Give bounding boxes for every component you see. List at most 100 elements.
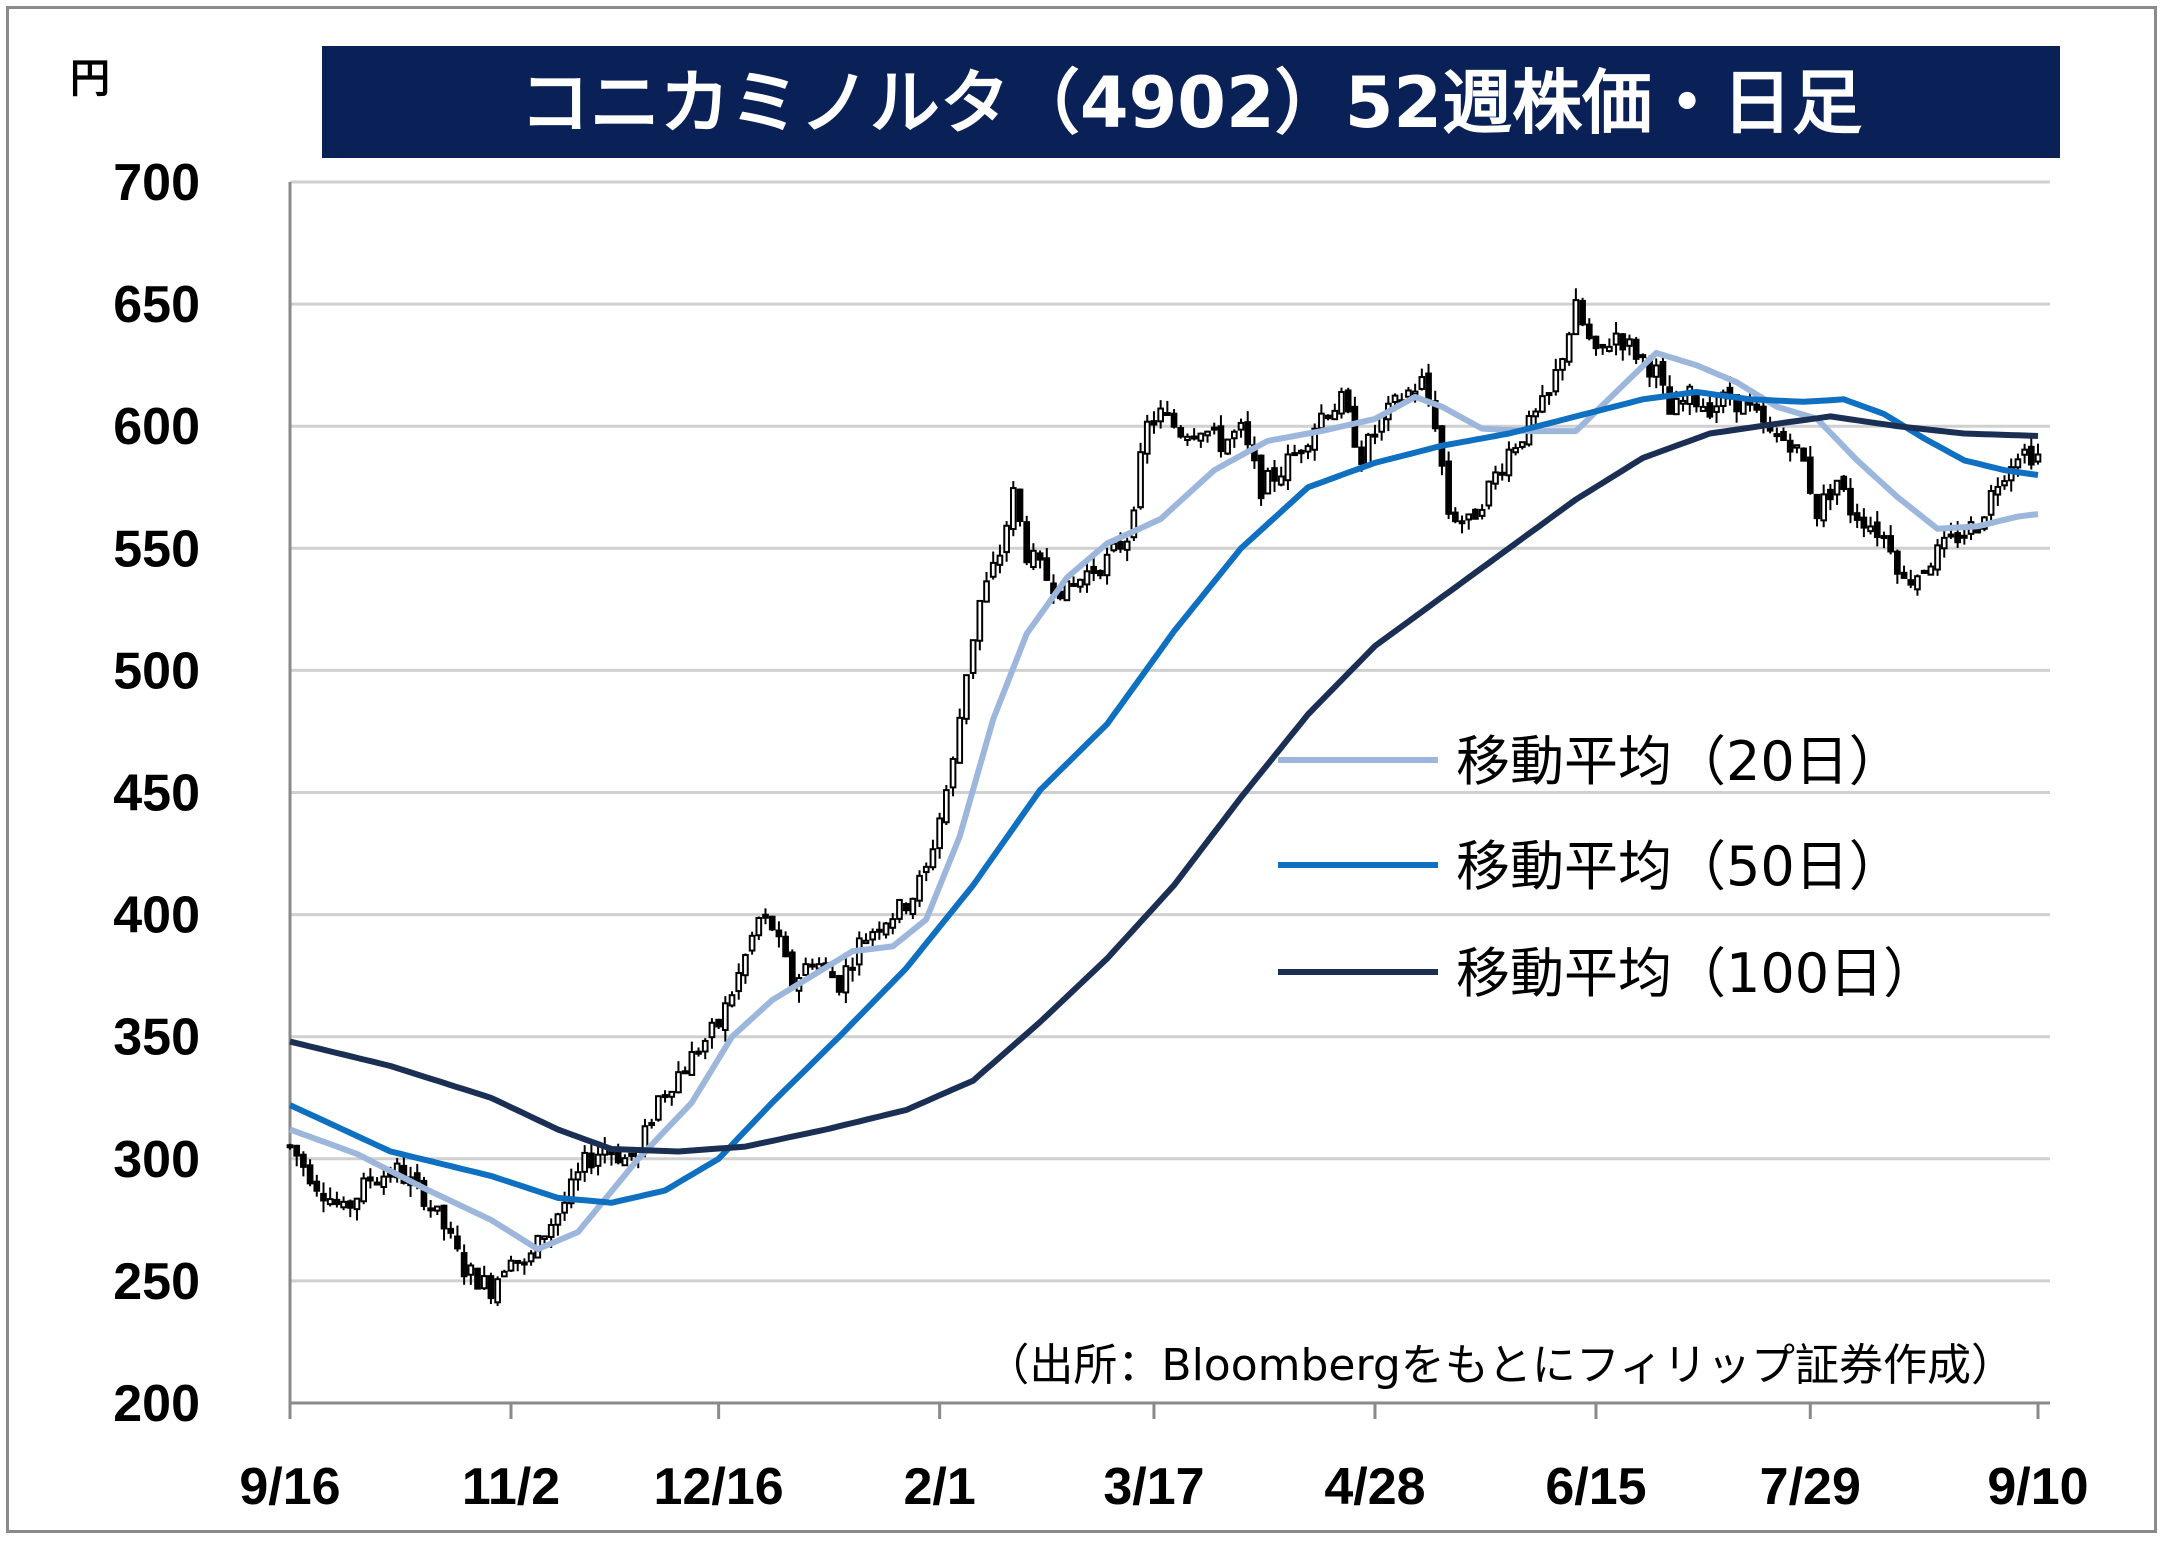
candle-body (802, 963, 810, 977)
candle-body (313, 1180, 321, 1192)
candle-body (547, 1223, 555, 1238)
candle-body (1699, 405, 1707, 413)
candle-body (708, 1021, 716, 1039)
candle-body (1753, 403, 1761, 411)
candle-body (1318, 412, 1325, 430)
candle-body (1806, 456, 1814, 494)
y-tick-label: 400 (113, 887, 200, 945)
candle-body (1619, 333, 1627, 351)
candle-body (1867, 525, 1874, 533)
candle-body (1451, 511, 1459, 523)
candle-body (487, 1275, 495, 1300)
candle-body (1592, 335, 1600, 350)
candle-body (474, 1267, 481, 1290)
x-tick-label: 12/16 (654, 1458, 784, 1516)
candle-body (695, 1050, 702, 1055)
candle-body (889, 918, 897, 929)
legend-label-ma20: 移動平均（20日） (1456, 730, 1903, 793)
x-tick-labels: 9/16 11/2 12/16 2/1 3/17 4/28 6/15 7/29 9/10 (239, 1458, 2088, 1516)
candle-body (1840, 475, 1848, 491)
candle-body (1164, 412, 1171, 417)
candle-body (1559, 358, 1566, 371)
candle-body (286, 1144, 294, 1149)
candle-body (1612, 332, 1620, 346)
candle-body (420, 1179, 428, 1207)
x-tick-label: 3/17 (1103, 1458, 1204, 1516)
candle-body (1599, 343, 1607, 349)
candle-body (454, 1235, 461, 1250)
candle-body (1847, 487, 1854, 516)
candle-body (1585, 323, 1593, 340)
title-bar (322, 46, 2060, 158)
y-unit-label: 円 (70, 56, 110, 102)
candle-body (2001, 480, 2008, 487)
candle-body (869, 931, 877, 941)
candle-body (1076, 578, 1084, 588)
candle-body (373, 1181, 381, 1186)
candle-body (1190, 435, 1198, 440)
candle-body (909, 897, 917, 916)
candle-body (1673, 397, 1680, 416)
x-tick-label: 7/29 (1760, 1458, 1861, 1516)
x-tick-label: 4/28 (1324, 1458, 1425, 1516)
candle-body (1860, 516, 1868, 529)
candle-body (1478, 508, 1486, 517)
candle-body (1204, 430, 1211, 437)
candle-body (574, 1171, 582, 1181)
y-tick-label: 200 (113, 1375, 200, 1433)
candle-body (675, 1071, 682, 1094)
ma-line-50 (288, 389, 2039, 1206)
candle-body (1954, 532, 1961, 544)
candle-body (554, 1213, 562, 1226)
candle-body (1311, 427, 1319, 451)
candle-body (1532, 410, 1540, 418)
candle-body (963, 674, 970, 720)
candle-body (1431, 400, 1439, 430)
candle-body (989, 561, 997, 578)
candle-body (2034, 453, 2042, 463)
candle-body (581, 1151, 589, 1173)
candle-body (1117, 541, 1124, 550)
candle-body (628, 1152, 635, 1158)
candle-body (326, 1198, 334, 1206)
candle-body (1123, 540, 1131, 551)
candle-body (1853, 512, 1861, 521)
candle-body (1210, 426, 1218, 431)
candle-body (1217, 425, 1225, 453)
candle-body (1016, 488, 1024, 523)
candle-body (1009, 487, 1017, 530)
candle-body (876, 928, 883, 933)
candle-body (460, 1252, 468, 1278)
candle-body (1405, 389, 1412, 398)
candle-body (1230, 430, 1238, 440)
candle-body (480, 1275, 488, 1290)
candle-body (1364, 433, 1372, 466)
candle-body (1083, 570, 1091, 586)
candle-body (306, 1164, 314, 1185)
candle-body (1150, 420, 1158, 426)
candle-body (835, 974, 843, 993)
candle-body (916, 874, 923, 902)
candle-body (688, 1051, 696, 1076)
chart-title: コニカミノルタ（4902）52週株価・日足 (520, 62, 1862, 144)
candle-body (922, 865, 930, 874)
y-tick-label: 300 (113, 1131, 200, 1189)
candlesticks (286, 288, 2042, 1306)
candle-body (1833, 479, 1841, 496)
candle-body (1679, 399, 1687, 405)
candle-body (1291, 452, 1298, 457)
candle-body (494, 1278, 501, 1304)
candle-body (1579, 299, 1586, 326)
candle-body (320, 1192, 327, 1202)
candle-body (427, 1207, 434, 1212)
candle-body (1324, 414, 1332, 420)
candle-body (1184, 435, 1191, 441)
candle-body (2021, 448, 2028, 456)
candle-body (1391, 394, 1399, 403)
candle-body (1224, 438, 1231, 455)
candle-body (1632, 338, 1640, 360)
candle-body (1914, 575, 1921, 591)
candle-body (1652, 364, 1660, 378)
candle-body (1572, 299, 1580, 336)
